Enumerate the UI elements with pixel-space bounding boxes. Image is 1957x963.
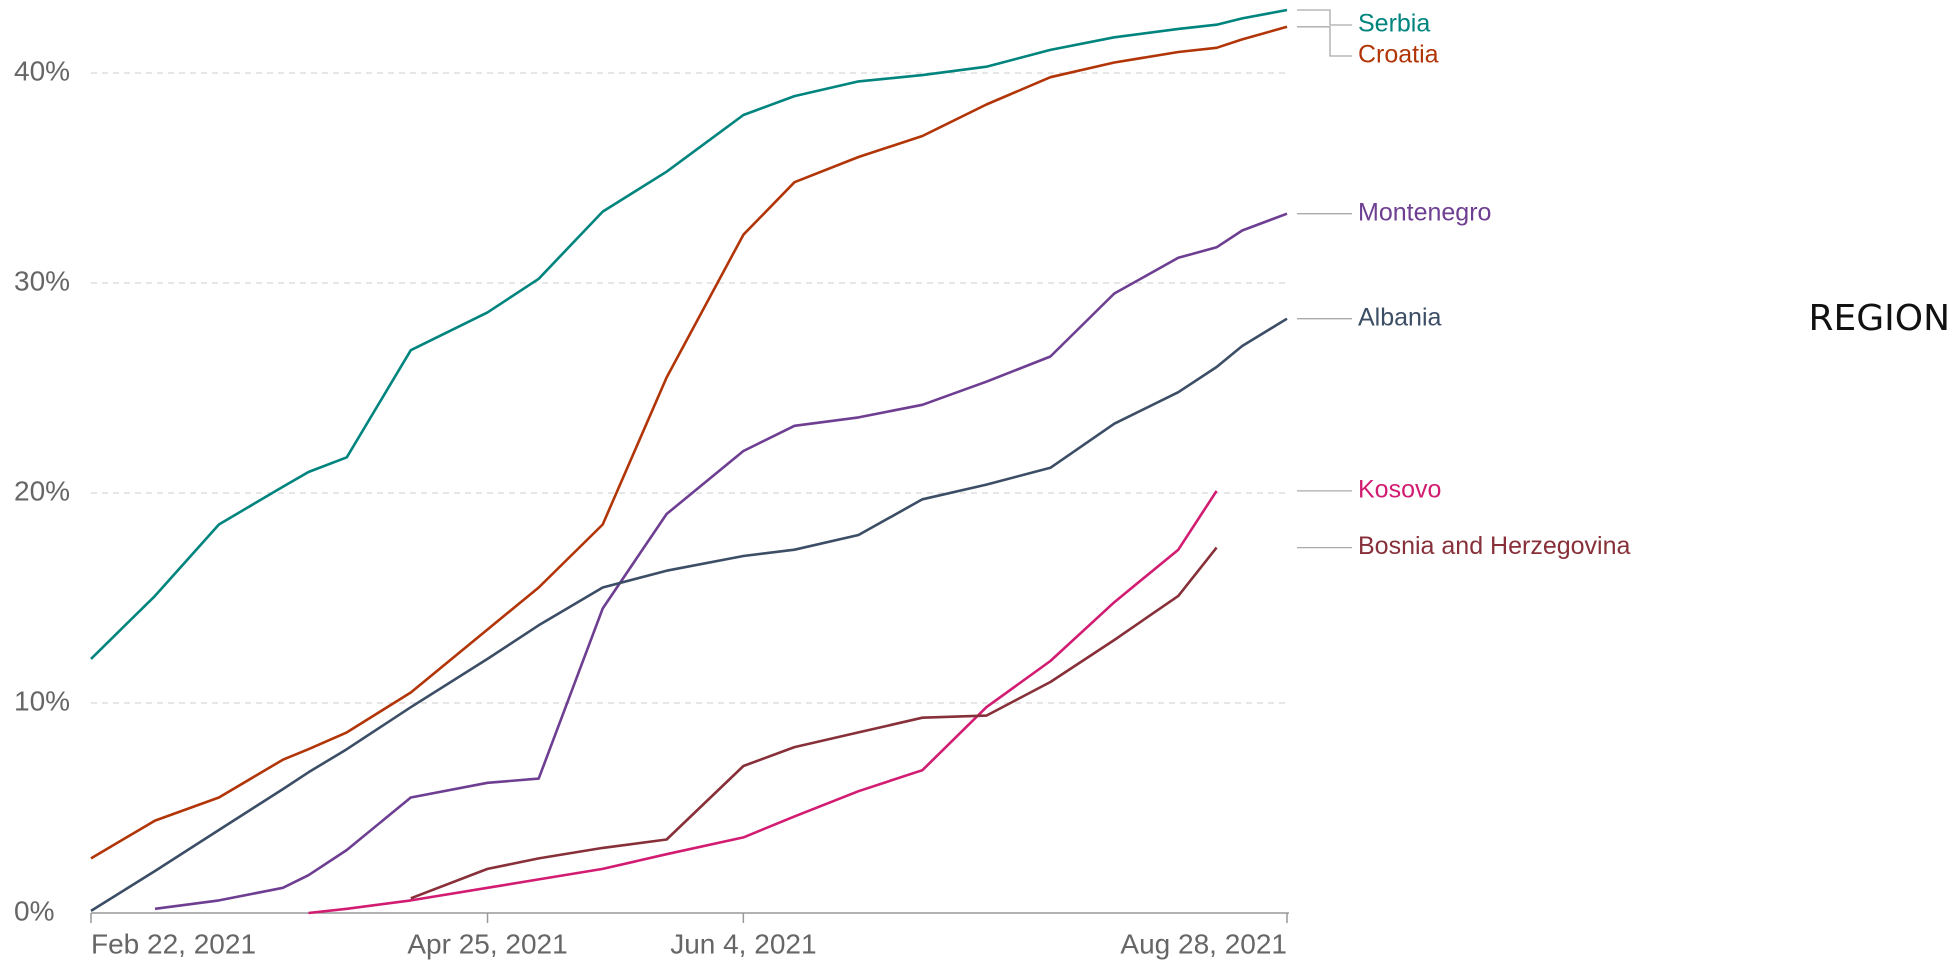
- series-line: [410, 546, 1218, 900]
- y-tick-label: 40%: [14, 55, 70, 86]
- legend-label: Albania: [1358, 303, 1441, 331]
- legend-label: Bosnia and Herzegovina: [1358, 532, 1630, 560]
- x-tick-label: Feb 22, 2021: [91, 928, 256, 959]
- legend-label: Croatia: [1358, 41, 1439, 69]
- series-line: [308, 490, 1218, 915]
- leader-line: [1297, 9, 1352, 26]
- region-button[interactable]: REGION: [1808, 298, 1950, 339]
- legend-label: Serbia: [1358, 10, 1430, 38]
- x-tick-label: Apr 25, 2021: [407, 928, 567, 959]
- y-tick-label: 0%: [14, 895, 54, 926]
- legend-label: Kosovo: [1358, 476, 1441, 504]
- series-line: [90, 25, 1288, 860]
- y-tick-label: 20%: [14, 475, 70, 506]
- leader-line: [1297, 26, 1352, 57]
- series-line: [154, 212, 1288, 911]
- x-tick-label: Aug 28, 2021: [1120, 928, 1287, 959]
- y-tick-label: 10%: [14, 685, 70, 716]
- x-tick-label: Jun 4, 2021: [670, 928, 816, 959]
- series-line: [90, 317, 1288, 913]
- legend-label: Montenegro: [1358, 198, 1491, 226]
- series-line: [90, 8, 1288, 660]
- y-tick-label: 30%: [14, 265, 70, 296]
